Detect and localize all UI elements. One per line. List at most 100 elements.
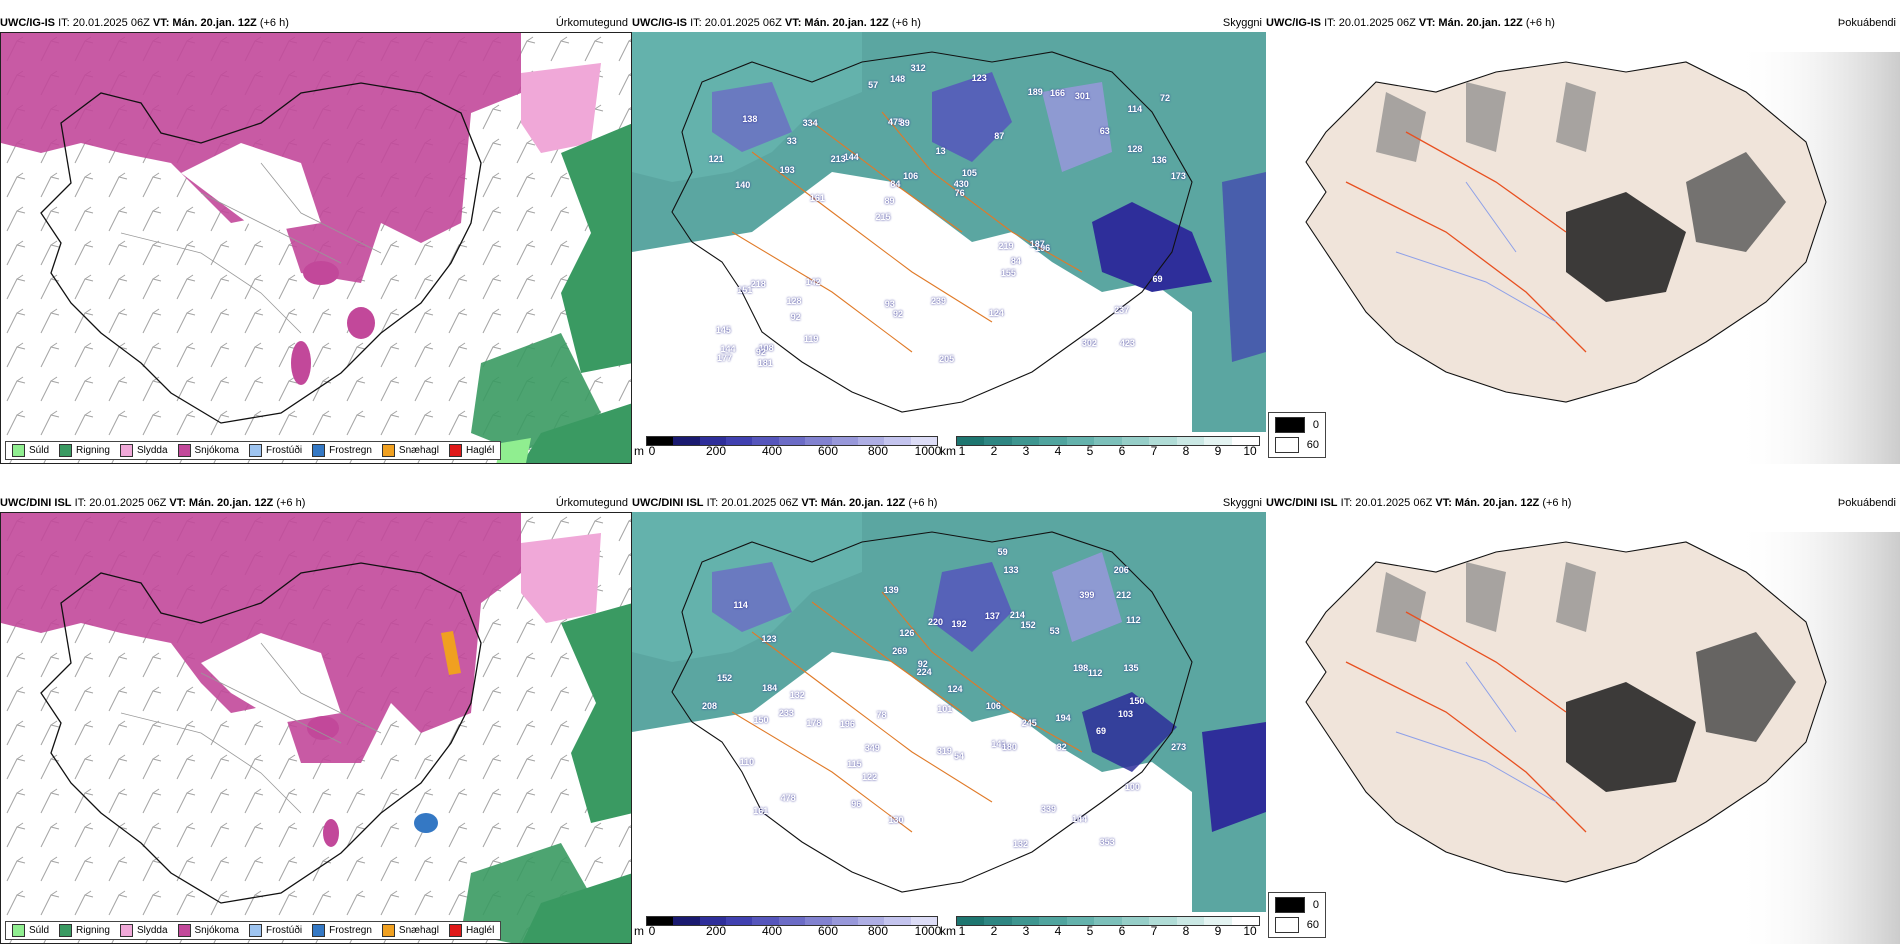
legend-label: Rigning [76,445,110,456]
lead-time: (+6 h) [1525,17,1555,29]
cbar-tick: 5 [1086,924,1094,938]
init-time: IT: 20.01.2025 06Z [690,17,782,29]
station-visibility-label: 196 [839,718,855,729]
visibility-map: 423 140 114 215 87 108 475 13 218 144 145 92 89 105 19… [632,32,1266,432]
precip-map-svg [1,513,631,943]
model-name: UWC/DINI ISL [632,497,704,509]
legend-label: Súld [29,445,50,456]
init-time: IT: 20.01.2025 06Z [1340,497,1433,509]
fog-key-row: 60 [1275,917,1319,933]
station-visibility-label: 108 [758,342,774,353]
visibility-map-svg [632,32,1266,432]
station-visibility-label: 151 [737,284,753,295]
swatch-slydda [119,924,133,937]
legend-item: Slydda [119,444,168,457]
panel-header: UWC/IG-IS IT: 20.01.2025 06Z VT: Mán. 20… [632,14,1266,32]
legend-item: Haglél [448,924,495,937]
legend-label: Snæhagl [398,925,439,936]
panel-title: Skyggni [1222,497,1262,509]
cbar-ticks: 1 2 3 4 5 6 7 8 9 10 [956,444,1258,458]
station-visibility-label: 128 [1127,144,1143,155]
station-visibility-label: 59 [997,547,1008,558]
panel-title: Úrkomutegund [555,17,628,29]
cbar-unit: km [940,924,956,938]
station-visibility-label: 208 [702,701,718,712]
station-visibility-label: 219 [998,241,1014,252]
station-visibility-label: 189 [1027,86,1043,97]
legend-label: Snjókoma [194,925,239,936]
station-visibility-label: 123 [761,633,777,644]
station-visibility-label: 92 [892,308,903,319]
swatch-frostregn [312,444,326,457]
cbar-tick: 2 [990,444,998,458]
legend-label: Frostúði [265,925,303,936]
station-visibility-label: 114 [1127,103,1143,114]
station-visibility-label: 213 [830,154,846,165]
station-visibility-label: 101 [937,703,953,714]
panel-header: UWC/IG-IS IT: 20.01.2025 06Z VT: Mán. 20… [1266,14,1900,32]
station-visibility-label: 181 [757,358,773,369]
cbar-tick: 800 [867,924,889,938]
station-visibility-label: 139 [883,584,899,595]
station-visibility-label: 114 [733,599,748,610]
station-visibility-label: 69 [1152,273,1163,284]
cbar-strip [956,916,1260,926]
precip-map: Súld Rigning Slydda Snjókoma Frostúði Fr… [0,32,632,464]
station-visibility-label: 218 [750,278,766,289]
station-visibility-label: 269 [892,645,908,656]
visibility-map: 353 233 141 114 100 123 478 196 53 220 152 144 122 13… [632,512,1266,912]
fog-key-swatch [1275,437,1299,453]
fog-key-label: 0 [1312,419,1319,431]
fog-map-svg [1266,512,1900,944]
swatch-snjokoma [177,444,191,457]
fog-key-row: 60 [1275,437,1319,453]
fog-panel-row1: UWC/IG-IS IT: 20.01.2025 06Z VT: Mán. 20… [1266,14,1900,464]
station-visibility-label: 135 [1123,663,1139,674]
cbar-ticks: 1 2 3 4 5 6 7 8 9 10 [956,924,1258,938]
station-visibility-label: 132 [789,690,805,701]
visibility-map-svg [632,512,1266,912]
station-visibility-label: 198 [1073,662,1089,673]
fog-map-svg [1266,32,1900,464]
station-visibility-label: 54 [954,751,965,762]
visibility-colorbar-km: km 1 2 3 4 5 6 7 8 9 10 [940,436,1264,460]
station-visibility-label: 130 [888,815,904,826]
fog-key-label: 0 [1312,899,1319,911]
valid-time: VT: Mán. 20.jan. 12Z [152,17,257,29]
cbar-strip [646,436,938,446]
precip-map: Súld Rigning Slydda Snjókoma Frostúði Fr… [0,512,632,944]
legend-label: Frostregn [329,925,372,936]
lead-time: (+6 h) [1542,497,1572,509]
swatch-snjokoma [177,924,191,937]
valid-time: VT: Mán. 20.jan. 12Z [1435,497,1540,509]
swatch-slydda [119,444,133,457]
cbar-tick: 600 [817,924,839,938]
station-visibility-label: 96 [851,799,862,810]
fog-key-label: 60 [1306,439,1319,451]
station-visibility-label: 184 [762,682,778,693]
legend-label: Haglél [465,925,495,936]
precip-panel-row2: UWC/DINI ISL IT: 20.01.2025 06Z VT: Mán.… [0,494,632,944]
station-visibility-label: 423 [1119,337,1135,348]
legend-item: Frostúði [248,444,302,457]
station-visibility-label: 148 [890,74,906,85]
panel-header: UWC/DINI ISL IT: 20.01.2025 06Z VT: Mán.… [632,494,1266,512]
station-visibility-label: 237 [1114,305,1130,316]
station-visibility-label: 301 [1074,90,1090,101]
valid-time: VT: Mán. 20.jan. 12Z [169,497,274,509]
model-name: UWC/IG-IS [1266,17,1321,29]
station-visibility-label: 112 [1126,614,1141,625]
model-name: UWC/DINI ISL [1266,497,1338,509]
cbar-tick: 1000 [914,444,942,458]
station-visibility-label: 161 [753,805,769,816]
legend-item: Snæhagl [381,444,439,457]
cbar-tick: 5 [1086,444,1094,458]
station-visibility-label: 128 [786,296,802,307]
station-visibility-label: 478 [780,793,796,804]
swatch-haglel [448,444,462,457]
station-visibility-label: 110 [739,757,755,768]
station-visibility-label: 353 [1099,836,1115,847]
station-visibility-label: 124 [947,684,963,695]
station-visibility-label: 93 [884,298,895,309]
station-visibility-label: 193 [779,165,795,176]
